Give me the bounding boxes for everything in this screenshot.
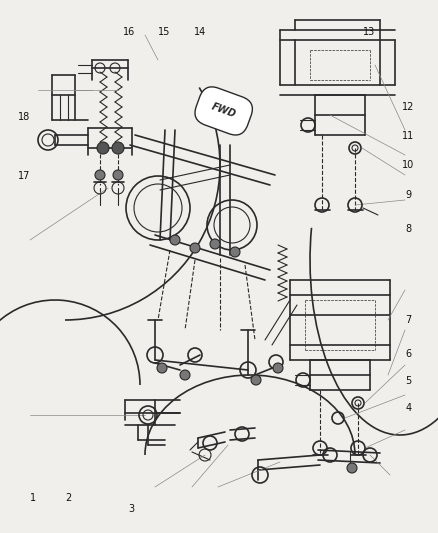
Text: 1: 1 [30,494,36,503]
Text: 12: 12 [401,102,413,111]
Circle shape [157,363,166,373]
Text: 5: 5 [404,376,410,386]
Circle shape [180,370,190,380]
Text: 2: 2 [65,494,71,503]
Text: 8: 8 [404,224,410,234]
Circle shape [230,247,240,257]
Circle shape [190,243,200,253]
Text: 11: 11 [401,131,413,141]
Circle shape [113,170,123,180]
Text: 10: 10 [401,160,413,170]
Text: 7: 7 [404,315,410,325]
Circle shape [346,463,356,473]
Text: 6: 6 [404,350,410,359]
Text: 14: 14 [193,27,205,37]
Text: 18: 18 [18,112,30,122]
Circle shape [95,170,105,180]
Text: 17: 17 [18,171,30,181]
Circle shape [170,235,180,245]
Text: 3: 3 [128,504,134,514]
Text: 13: 13 [362,27,374,37]
Text: 15: 15 [158,27,170,37]
Circle shape [251,375,261,385]
Circle shape [112,142,124,154]
Text: 4: 4 [404,403,410,413]
Circle shape [209,239,219,249]
Text: FWD: FWD [209,102,237,120]
Circle shape [97,142,109,154]
Circle shape [272,363,283,373]
Text: 9: 9 [404,190,410,199]
Text: 16: 16 [123,27,135,37]
